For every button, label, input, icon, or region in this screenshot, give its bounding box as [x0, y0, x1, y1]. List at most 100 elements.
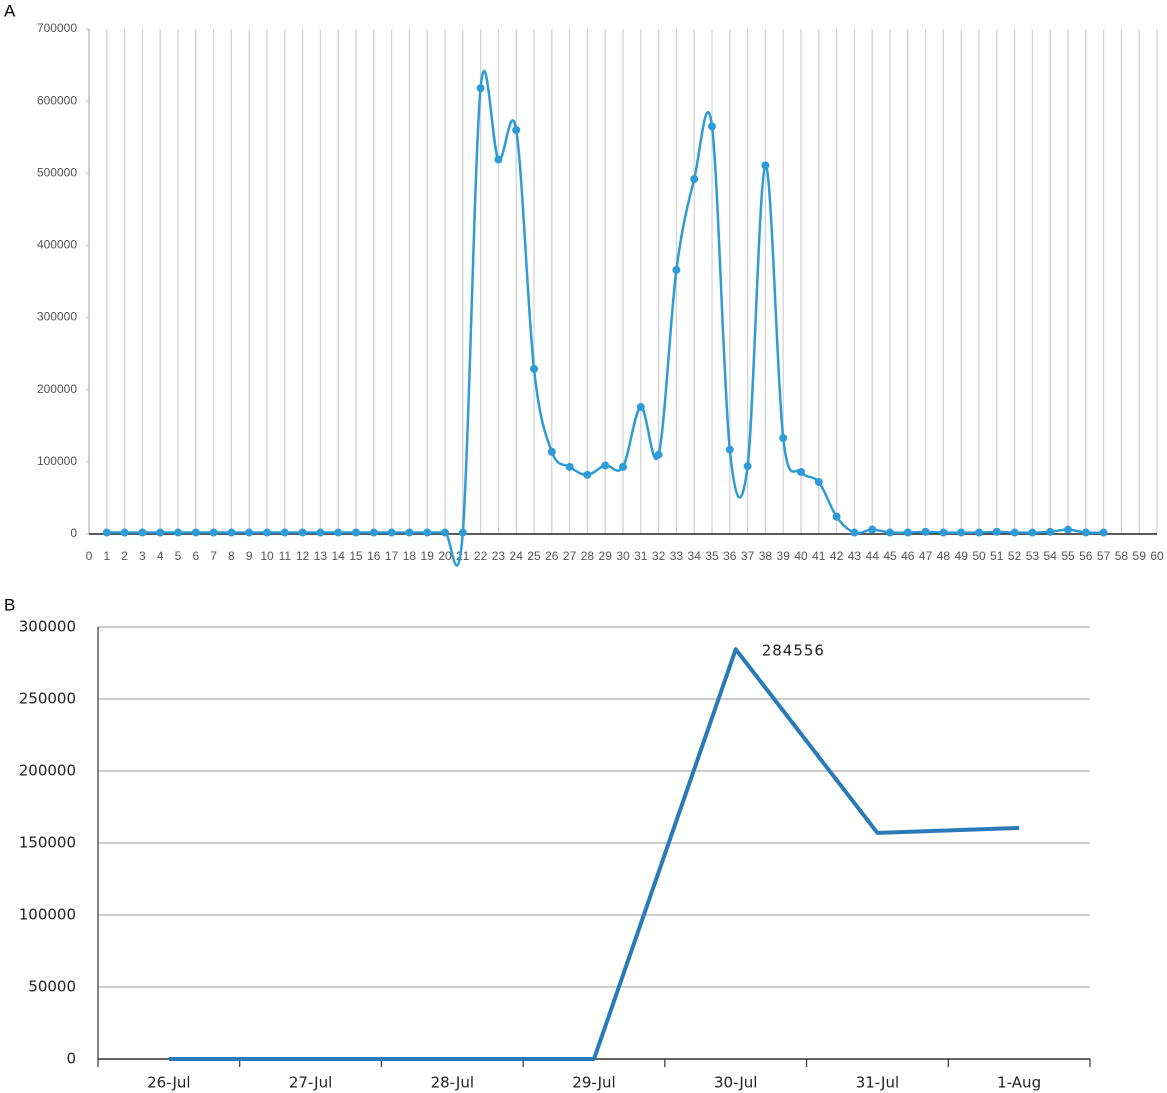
- data-point: [530, 364, 538, 373]
- y-tick-label: 600000: [37, 93, 77, 107]
- x-tick-label: 51: [990, 549, 1004, 563]
- y-tick-label: 200000: [37, 382, 77, 396]
- x-tick-label: 30: [616, 549, 630, 563]
- panel-label: B: [4, 595, 15, 614]
- x-tick-label: 24: [510, 549, 524, 563]
- data-point: [690, 175, 699, 184]
- x-tick-label: 45: [883, 549, 897, 563]
- x-tick-label: 22: [474, 549, 488, 563]
- x-tick-label: 46: [901, 549, 915, 563]
- data-point: [316, 528, 325, 537]
- x-tick-label: 38: [759, 549, 773, 563]
- data-point: [725, 445, 734, 454]
- x-tick-label: 25: [527, 549, 541, 563]
- data-point: [975, 528, 983, 537]
- x-tick-label: 7: [210, 549, 217, 563]
- x-tick-label: 41: [812, 549, 826, 563]
- y-tick-label: 500000: [37, 165, 77, 179]
- panel-label: A: [4, 1, 16, 20]
- x-tick-label: 3: [139, 549, 146, 563]
- data-point: [441, 528, 449, 537]
- data-point: [565, 462, 574, 471]
- y-tick-label: 700000: [37, 21, 77, 35]
- x-tick-label: 9: [246, 549, 253, 563]
- x-tick-label: 27-Jul: [289, 1074, 332, 1092]
- data-point: [156, 528, 165, 537]
- x-tick-label: 26-Jul: [147, 1074, 190, 1092]
- y-tick-label: 100000: [19, 906, 76, 924]
- x-tick-label: 40: [794, 549, 808, 563]
- data-point: [1010, 528, 1019, 537]
- data-point: [298, 528, 307, 537]
- data-point: [832, 512, 841, 521]
- data-point: [1099, 528, 1108, 537]
- x-tick-label: 29-Jul: [572, 1074, 615, 1092]
- x-tick-label: 28-Jul: [431, 1074, 474, 1092]
- x-tick-label: 29: [599, 549, 613, 563]
- data-point: [619, 462, 627, 471]
- y-tick-label: 100000: [37, 454, 77, 468]
- y-tick-label: 50000: [28, 978, 76, 996]
- data-point: [494, 155, 503, 164]
- x-tick-label: 37: [741, 549, 755, 563]
- y-tick-label: 400000: [37, 238, 77, 252]
- x-tick-label: 4: [157, 549, 164, 563]
- x-tick-label: 18: [403, 549, 417, 563]
- data-point: [138, 528, 147, 537]
- data-point: [779, 434, 788, 443]
- x-tick-label: 5: [175, 549, 182, 563]
- x-tick-label: 59: [1133, 549, 1147, 563]
- data-point: [797, 467, 805, 476]
- x-tick-label: 34: [688, 549, 702, 563]
- data-point: [992, 527, 1001, 536]
- x-tick-label: 16: [367, 549, 381, 563]
- x-tick-label: 56: [1079, 549, 1093, 563]
- x-tick-label: 47: [919, 549, 933, 563]
- y-tick-label: 200000: [19, 762, 76, 780]
- data-point: [227, 528, 236, 537]
- x-tick-label: 27: [563, 549, 577, 563]
- chart-a: 0 1 2 3 4 5 6 7 8 9 10 11 12 13 14 15 16 17 18 19 20 21 22 23 24…: [37, 21, 1164, 567]
- x-tick-label: 8: [228, 549, 235, 563]
- data-label: 284556: [762, 642, 825, 660]
- data-point: [761, 161, 770, 170]
- x-tick-label: 50: [972, 549, 986, 563]
- data-point: [636, 403, 645, 412]
- x-tick-label: 15: [349, 549, 363, 563]
- data-point: [263, 528, 271, 537]
- x-tick-label: 58: [1115, 549, 1129, 563]
- x-tick-label: 43: [848, 549, 862, 563]
- data-point: [245, 528, 254, 537]
- x-tick-label: 14: [332, 549, 346, 563]
- data-point: [743, 462, 752, 471]
- data-point: [174, 528, 182, 537]
- data-point: [423, 528, 432, 537]
- chart-b: 26-Jul 27-Jul 28-Jul 29-Jul 30-Jul 31-Jul 1-Au…: [19, 618, 1091, 1092]
- y-tick-label: 250000: [19, 690, 76, 708]
- y-tick-label: 300000: [37, 310, 77, 324]
- x-tick-label: 31-Jul: [856, 1074, 899, 1092]
- x-tick-label: 55: [1061, 549, 1075, 563]
- x-tick-label: 10: [260, 549, 274, 563]
- x-tick-label: 57: [1097, 549, 1111, 563]
- x-tick-label: 11: [279, 549, 292, 563]
- x-tick-label: 44: [866, 549, 880, 563]
- x-tick-label: 39: [777, 549, 791, 563]
- x-tick-label: 32: [652, 549, 666, 563]
- x-tick-label: 12: [296, 549, 310, 563]
- data-point: [352, 528, 360, 537]
- x-tick-label: 48: [937, 549, 951, 563]
- data-point: [814, 478, 823, 487]
- data-point: [1028, 528, 1037, 537]
- x-tick-label: 54: [1044, 549, 1058, 563]
- x-tick-label: 2: [121, 549, 128, 563]
- data-point: [1046, 527, 1055, 536]
- data-point: [939, 528, 948, 537]
- x-tick-label: 52: [1008, 549, 1022, 563]
- data-point: [708, 122, 716, 131]
- x-tick-label: 49: [955, 549, 969, 563]
- y-tick-label: 0: [66, 1050, 76, 1068]
- data-point: [672, 265, 681, 274]
- x-tick-label: 23: [492, 549, 506, 563]
- x-tick-label: 31: [634, 549, 648, 563]
